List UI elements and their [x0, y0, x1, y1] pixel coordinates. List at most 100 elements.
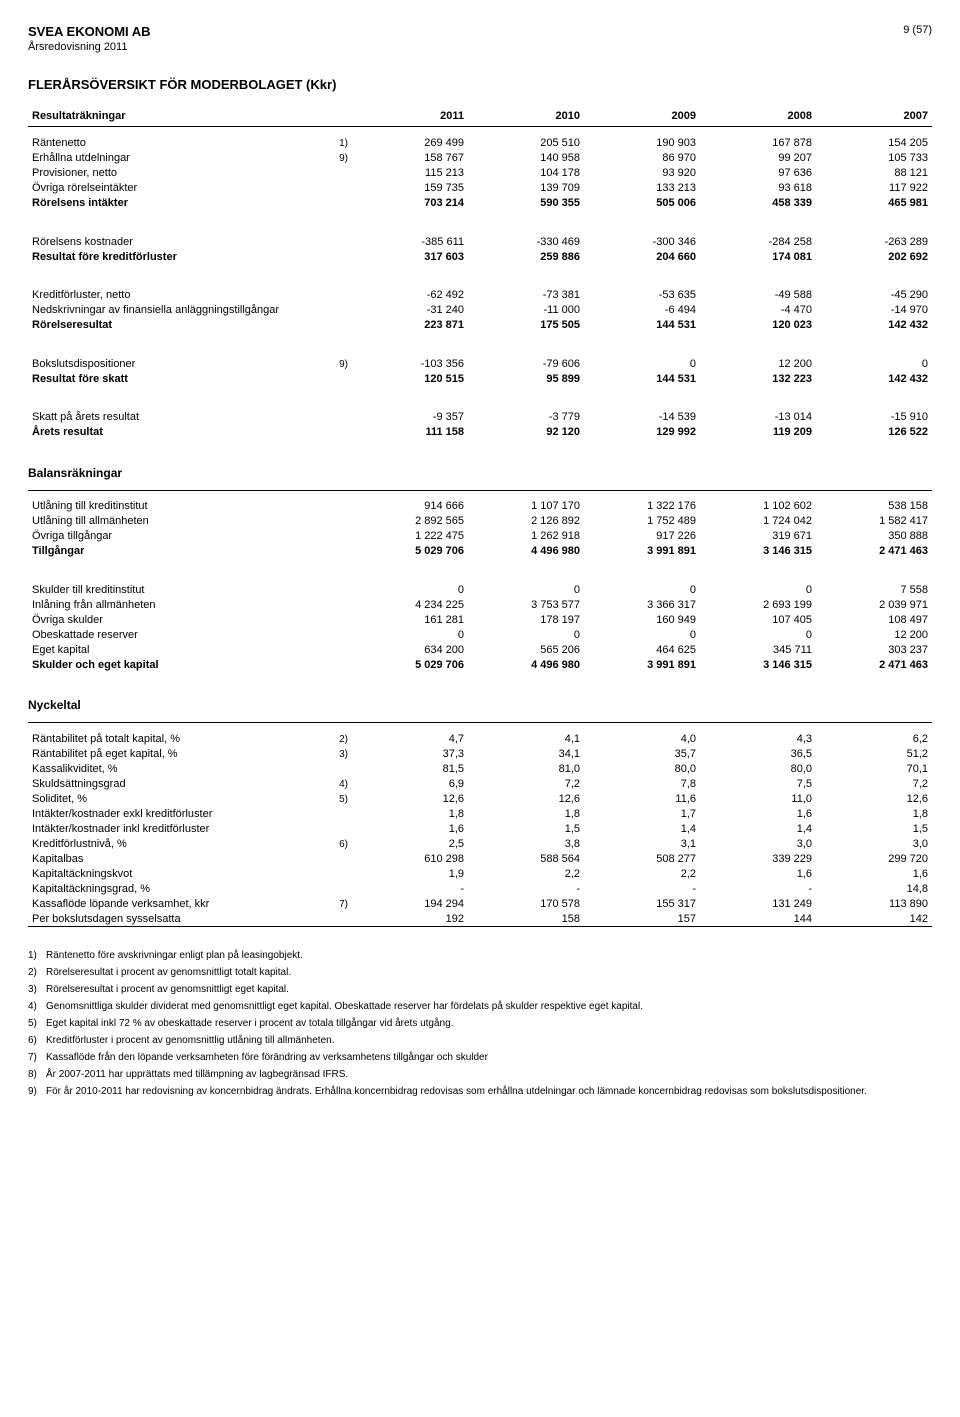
row-value: 12,6	[468, 791, 584, 806]
table-row: Utlåning till allmänheten2 892 5652 126 …	[28, 514, 932, 529]
table-row: Kreditförluster, netto-62 492-73 381-53 …	[28, 288, 932, 303]
row-value: 175 505	[468, 318, 584, 333]
row-label: Räntenetto	[28, 127, 316, 151]
table-row: Rörelsens kostnader-385 611-330 469-300 …	[28, 234, 932, 249]
row-value: 5 029 706	[352, 544, 468, 559]
row-value: 131 249	[700, 896, 816, 911]
table-row: Erhållna utdelningar9)158 767140 95886 9…	[28, 151, 932, 166]
pnl-header-row: Resultaträkningar 2011 2010 2009 2008 20…	[28, 106, 932, 127]
row-value: 0	[700, 627, 816, 642]
row-value: 81,0	[468, 761, 584, 776]
footnote-num: 1)	[28, 950, 46, 961]
row-value: 2 126 892	[468, 514, 584, 529]
row-value: 12 200	[700, 356, 816, 371]
table-row	[28, 211, 932, 235]
row-value: -3 779	[468, 410, 584, 425]
row-note: 2)	[316, 731, 352, 746]
page-number: 9 (57)	[903, 24, 932, 53]
row-value: 139 709	[468, 181, 584, 196]
table-row	[28, 559, 932, 583]
table-row: Bokslutsdispositioner9)-103 356-79 60601…	[28, 356, 932, 371]
row-value: 4 496 980	[468, 544, 584, 559]
row-label: Kassalikviditet, %	[28, 761, 316, 776]
table-row: Skulder till kreditinstitut00007 558	[28, 582, 932, 597]
row-value: -385 611	[352, 234, 468, 249]
row-value: -53 635	[584, 288, 700, 303]
footnote-text: Eget kapital inkl 72 % av obeskattade re…	[46, 1018, 453, 1029]
row-value: 70,1	[816, 761, 932, 776]
table-row: Intäkter/kostnader exkl kreditförluster1…	[28, 806, 932, 821]
row-value: 3 366 317	[584, 597, 700, 612]
row-note	[316, 288, 352, 303]
note-col-header	[316, 106, 352, 127]
table-row: Övriga tillgångar1 222 4751 262 918917 2…	[28, 529, 932, 544]
row-label: Intäkter/kostnader inkl kreditförluster	[28, 821, 316, 836]
row-value: 88 121	[816, 166, 932, 181]
row-value: 108 497	[816, 612, 932, 627]
footnote: 1)Räntenetto före avskrivningar enligt p…	[28, 947, 932, 964]
bs-table: Utlåning till kreditinstitut914 6661 107…	[28, 499, 932, 673]
row-value: 93 920	[584, 166, 700, 181]
row-label: Övriga tillgångar	[28, 529, 316, 544]
row-value: 465 981	[816, 196, 932, 211]
row-value: 99 207	[700, 151, 816, 166]
row-value: 3 753 577	[468, 597, 584, 612]
row-note	[316, 425, 352, 440]
table-row: Kapitaltäckningsgrad, %----14,8	[28, 881, 932, 896]
table-row: Kassalikviditet, %81,581,080,080,070,1	[28, 761, 932, 776]
table-row: Intäkter/kostnader inkl kreditförluster 1…	[28, 821, 932, 836]
row-label: Inlåning från allmänheten	[28, 597, 316, 612]
row-note	[316, 196, 352, 211]
footnote: 6)Kreditförluster i procent av genomsnit…	[28, 1032, 932, 1049]
row-value: 95 899	[468, 371, 584, 386]
row-value: 0	[468, 582, 584, 597]
table-row: Utlåning till kreditinstitut914 6661 107…	[28, 499, 932, 514]
year-col-2: 2009	[584, 106, 700, 127]
row-value: 634 200	[352, 642, 468, 657]
row-label: Rörelsens intäkter	[28, 196, 316, 211]
bs-heading: Balansräkningar	[28, 440, 932, 491]
row-value: 142 432	[816, 318, 932, 333]
row-value: 126 522	[816, 425, 932, 440]
row-label: Kapitaltäckningskvot	[28, 866, 316, 881]
row-note	[316, 582, 352, 597]
row-note: 3)	[316, 746, 352, 761]
table-row: Resultat före skatt120 51595 899144 5311…	[28, 371, 932, 386]
footnote-text: Kreditförluster i procent av genomsnittl…	[46, 1035, 335, 1046]
row-value: 7 558	[816, 582, 932, 597]
row-value: 154 205	[816, 127, 932, 151]
row-value: 590 355	[468, 196, 584, 211]
row-value: 0	[584, 356, 700, 371]
row-value: -	[584, 881, 700, 896]
row-label: Per bokslutsdagen sysselsatta	[28, 911, 316, 927]
footnote: 8)År 2007-2011 har upprättats med tilläm…	[28, 1066, 932, 1083]
row-note	[316, 597, 352, 612]
row-note: 9)	[316, 151, 352, 166]
row-value: 1,6	[352, 821, 468, 836]
row-note	[316, 318, 352, 333]
row-note	[316, 303, 352, 318]
row-value: 464 625	[584, 642, 700, 657]
row-note	[316, 642, 352, 657]
row-value: 458 339	[700, 196, 816, 211]
row-value: 223 871	[352, 318, 468, 333]
row-value: 1 582 417	[816, 514, 932, 529]
year-col-4: 2007	[816, 106, 932, 127]
row-value: 37,3	[352, 746, 468, 761]
row-value: 339 229	[700, 851, 816, 866]
table-row: Provisioner, netto115 213104 17893 92097…	[28, 166, 932, 181]
row-value: 1,8	[352, 806, 468, 821]
row-note	[316, 821, 352, 836]
row-value: 155 317	[584, 896, 700, 911]
row-value: 565 206	[468, 642, 584, 657]
header-left: SVEA EKONOMI AB Årsredovisning 2011	[28, 24, 151, 53]
row-value: -15 910	[816, 410, 932, 425]
row-note	[316, 234, 352, 249]
row-value: 190 903	[584, 127, 700, 151]
row-value: 7,2	[468, 776, 584, 791]
row-value: 81,5	[352, 761, 468, 776]
row-note: 9)	[316, 356, 352, 371]
row-value: 1 262 918	[468, 529, 584, 544]
row-value: 6,2	[816, 731, 932, 746]
row-value: -	[700, 881, 816, 896]
